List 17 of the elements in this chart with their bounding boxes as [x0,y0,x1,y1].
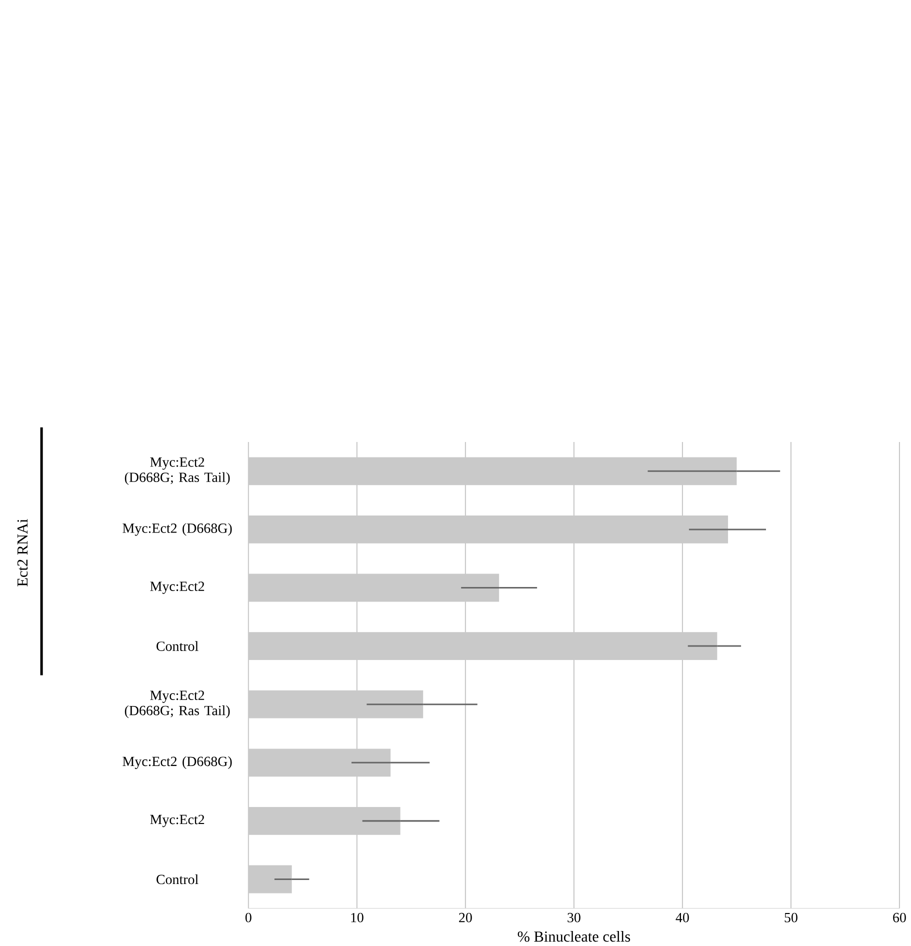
x-tick-label: 30 [568,912,581,922]
x-tick-label: 20 [459,912,472,922]
x-tick-label: 10 [351,912,364,922]
x-axis-title: % Binucleate cells [518,931,630,942]
y-tick-label: Myc:Ect2 (D668G) [122,523,232,536]
y-tick-label: Myc:Ect2 (D668G; Ras Tail) [125,457,230,485]
y-tick-label: Myc:Ect2 (D668G) [122,756,232,769]
x-tick-label: 50 [784,912,798,922]
y-tick-label: Myc:Ect2 [150,814,204,828]
x-tick-label: 40 [676,912,690,922]
text: Ect2 RNAi [18,519,28,586]
y-tick-label: Myc:Ect2 (D668G; Ras Tail) [125,690,230,718]
y-tick-label: Myc:Ect2 [150,582,204,594]
x-tick-label: 0 [246,912,252,922]
y-tick-label: Control [156,641,199,651]
x-tick-label: 60 [893,912,906,922]
y-tick-label: Control [156,874,199,884]
